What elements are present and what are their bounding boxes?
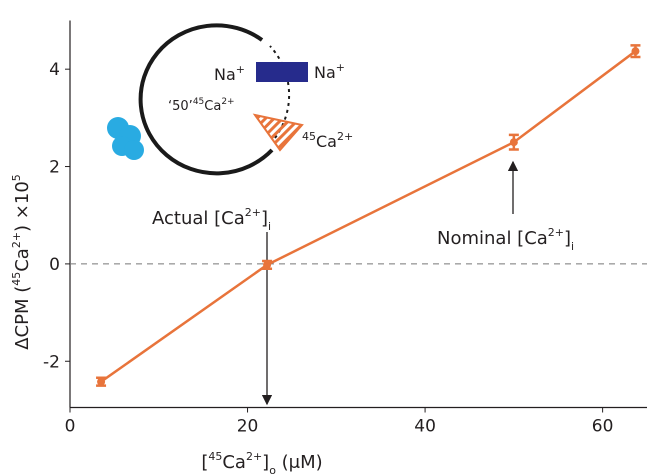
y-tick-label: 2 <box>49 158 60 178</box>
x-tick-label: 60 <box>592 417 614 437</box>
data-point <box>97 377 106 386</box>
x-tick-label: 0 <box>65 417 76 437</box>
x-tick-label: 40 <box>414 417 436 437</box>
vesicle-diagram: Na+ Na+ ‘50’45Ca2+ 45Ca2+ <box>107 23 353 176</box>
data-point <box>509 138 518 147</box>
x-axis-title: [45Ca2+]o (μM) <box>201 450 322 476</box>
y-axis-title: ΔCPM (45Ca2+) ×105 <box>10 174 33 350</box>
inset-label: ‘50’45Ca2+ <box>168 97 235 114</box>
pump <box>107 117 144 160</box>
y-tick-label: 0 <box>49 255 60 275</box>
data-point <box>631 47 640 56</box>
y-tick-label: -2 <box>43 352 60 372</box>
vesicle-gap <box>269 45 291 139</box>
data-point <box>263 260 272 269</box>
vesicle <box>138 23 274 176</box>
exchanger <box>256 62 308 82</box>
annotation: Actual [Ca2+]i <box>152 206 271 233</box>
ca-gradient <box>252 113 304 152</box>
x-tick-label: 20 <box>237 417 259 437</box>
na-label: Na+ <box>314 61 345 82</box>
na-label: Na+ <box>214 63 245 84</box>
annotation: Nominal [Ca2+]i <box>437 226 574 253</box>
series-line <box>100 50 637 383</box>
y-tick-label: 4 <box>49 60 60 80</box>
inset-label: 45Ca2+ <box>302 130 353 151</box>
